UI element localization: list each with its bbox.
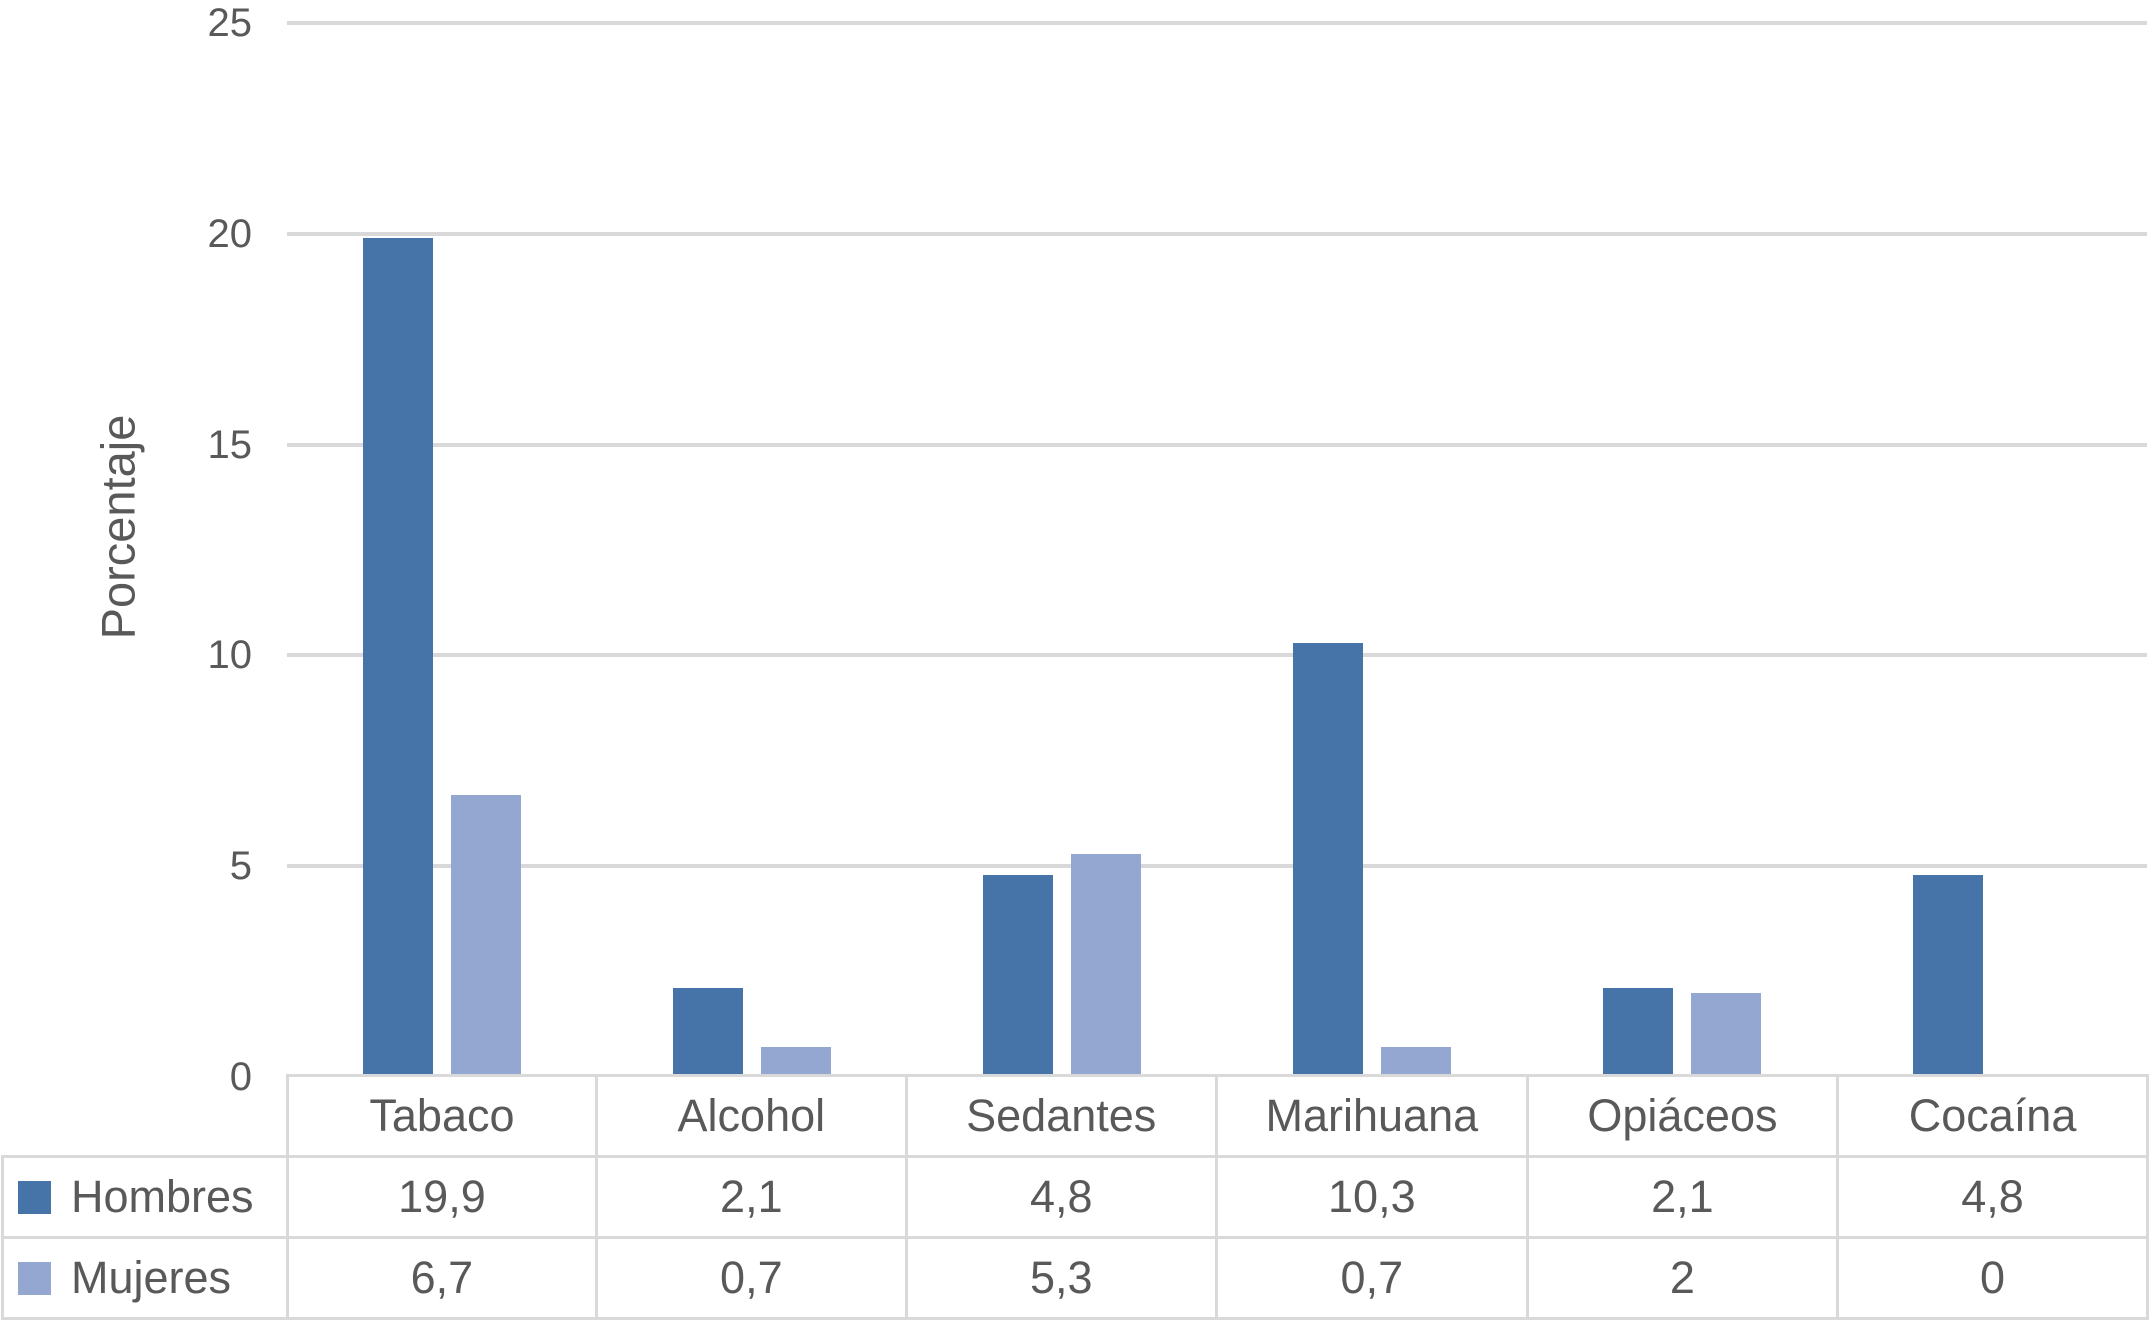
value-cell: 4,8: [1836, 1155, 2149, 1239]
value-cell: 2,1: [595, 1155, 908, 1239]
y-tick-label: 10: [207, 633, 253, 677]
gridline: [287, 864, 2147, 868]
bar-mujeres-opiáceos: [1691, 993, 1761, 1077]
y-tick-label: 20: [207, 212, 253, 256]
bar-mujeres-alcohol: [761, 1047, 831, 1077]
bar-mujeres-tabaco: [451, 795, 521, 1077]
bar-mujeres-sedantes: [1071, 854, 1141, 1077]
category-header-cell: Opiáceos: [1525, 1074, 1840, 1158]
value-cell: 2,1: [1525, 1155, 1840, 1239]
value-cell: 0,7: [1214, 1236, 1529, 1320]
gridline: [287, 653, 2147, 657]
bar-hombres-cocaína: [1913, 875, 1983, 1077]
table-corner-blank: [3, 1076, 288, 1157]
gridline: [287, 21, 2147, 25]
bar-hombres-marihuana: [1293, 643, 1363, 1077]
legend-label-hombres: Hombres: [71, 1171, 254, 1222]
value-cell: 0: [1836, 1236, 2149, 1320]
y-tick-label: 0: [229, 1055, 252, 1099]
legend-label-mujeres: Mujeres: [71, 1252, 232, 1303]
y-tick-label: 15: [207, 423, 253, 467]
bar-hombres-sedantes: [983, 875, 1053, 1077]
value-cell: 5,3: [904, 1236, 1218, 1320]
bar-hombres-tabaco: [363, 238, 433, 1077]
y-tick-label: 25: [207, 1, 253, 45]
series-row-mujeres: Mujeres 6,7 0,7 5,3 0,7 2 0: [1, 1236, 2149, 1320]
category-header-row: Tabaco Alcohol Sedantes Marihuana Opiáceos Co…: [3, 1074, 2149, 1158]
value-cell: 0,7: [595, 1236, 908, 1320]
value-cell: 2: [1525, 1236, 1840, 1320]
legend-cell-hombres: Hombres: [1, 1155, 289, 1239]
category-header-cell: Cocaína: [1836, 1074, 2149, 1158]
mujeres-color-swatch-icon: [18, 1262, 51, 1295]
series-row-hombres: Hombres 19,9 2,1 4,8 10,3 2,1 4,8: [1, 1155, 2149, 1239]
value-cell: 4,8: [904, 1155, 1218, 1239]
bar-mujeres-marihuana: [1381, 1047, 1451, 1077]
value-cell: 6,7: [285, 1236, 599, 1320]
gridline: [287, 232, 2147, 236]
bar-hombres-alcohol: [673, 988, 743, 1077]
hombres-color-swatch-icon: [18, 1181, 51, 1214]
category-header-cell: Marihuana: [1214, 1074, 1529, 1158]
gridline: [287, 443, 2147, 447]
y-tick-label: 5: [229, 844, 252, 888]
data-table: Tabaco Alcohol Sedantes Marihuana Opiáceos Co…: [1, 1074, 2149, 1320]
value-cell: 10,3: [1214, 1155, 1529, 1239]
category-header-cell: Tabaco: [285, 1074, 599, 1158]
category-header-cell: Sedantes: [904, 1074, 1218, 1158]
category-header-cell: Alcohol: [595, 1074, 908, 1158]
value-cell: 19,9: [285, 1155, 599, 1239]
bar-hombres-opiáceos: [1603, 988, 1673, 1077]
legend-cell-mujeres: Mujeres: [1, 1236, 289, 1320]
